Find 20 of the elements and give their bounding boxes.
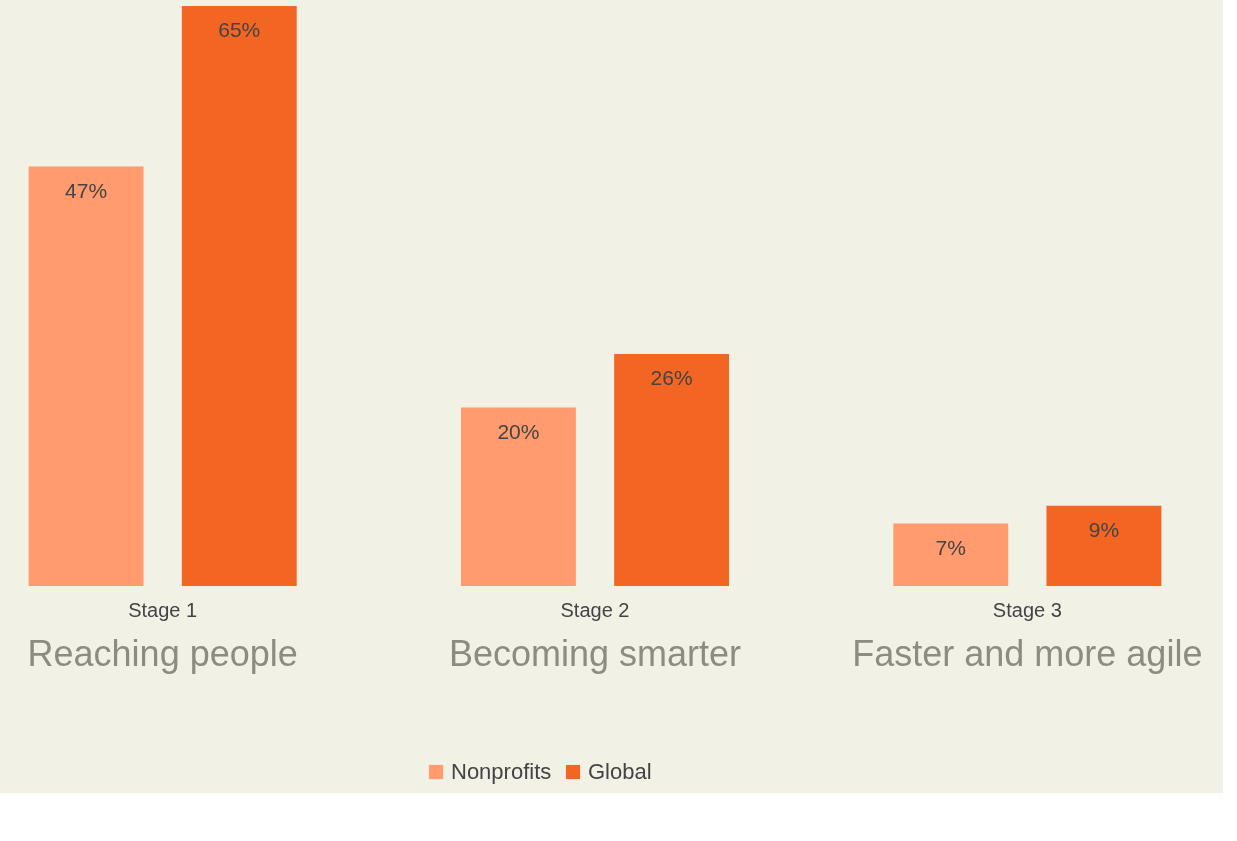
- bar: [181, 6, 297, 586]
- bar: [460, 407, 576, 586]
- x-tick-label: Stage 1: [128, 598, 198, 621]
- legend-label: Nonprofits: [451, 759, 552, 784]
- data-label: 65%: [218, 18, 261, 41]
- text: Faster and more agile: [852, 633, 1203, 674]
- text: Reaching people: [27, 633, 298, 674]
- text: Becoming smarter: [448, 633, 742, 674]
- data-label: 9%: [1088, 517, 1120, 541]
- data-label: 7%: [935, 535, 966, 559]
- legend-label: Global: [588, 759, 652, 784]
- x-tick-label: Stage 3: [992, 598, 1062, 621]
- data-label: 20%: [497, 419, 540, 443]
- data-label: 47%: [65, 178, 108, 202]
- bar: [614, 354, 730, 586]
- bar: [893, 523, 1009, 586]
- x-tick-label: Stage 2: [560, 598, 630, 621]
- bar: [28, 166, 144, 586]
- bar: [1046, 505, 1162, 586]
- data-label: 26%: [650, 366, 693, 389]
